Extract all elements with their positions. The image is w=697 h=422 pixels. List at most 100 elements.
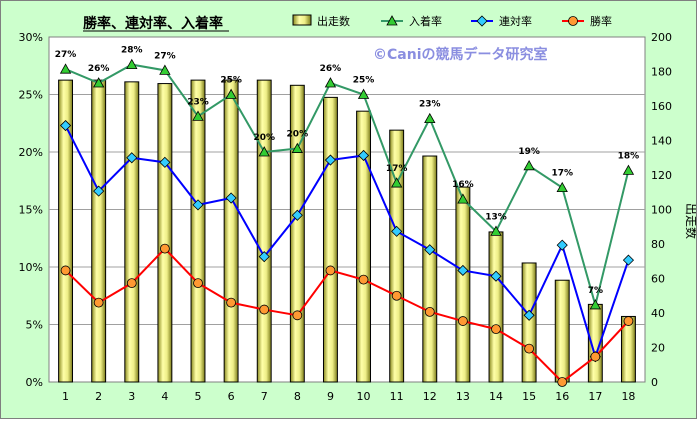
circle-marker xyxy=(193,278,203,289)
diamond-marker xyxy=(159,156,171,168)
triangle-marker xyxy=(589,299,602,310)
triangle-marker xyxy=(92,77,105,88)
bar xyxy=(554,279,570,383)
legend-marker xyxy=(476,15,488,27)
x-tick-label: 11 xyxy=(390,390,404,403)
circle-marker xyxy=(424,306,435,317)
triangle-marker xyxy=(622,164,635,175)
x-tick-label: 15 xyxy=(522,390,536,403)
circle-marker xyxy=(457,316,468,326)
data-label: 13% xyxy=(485,212,507,222)
data-label: 16% xyxy=(452,180,474,190)
triangle-marker xyxy=(390,177,403,188)
right-tick-label: 200 xyxy=(651,31,672,44)
diamond-marker xyxy=(424,244,436,256)
x-tick-label: 8 xyxy=(294,390,301,403)
bar xyxy=(223,79,239,383)
triangle-marker xyxy=(324,77,337,88)
data-label: 23% xyxy=(419,100,441,110)
legend-label: 入着率 xyxy=(409,14,442,28)
bar xyxy=(521,262,537,383)
circle-marker xyxy=(391,290,402,301)
right-tick-label: 60 xyxy=(651,273,665,286)
data-label: 28% xyxy=(121,46,143,56)
data-labels: 27% 26% 28% 27% 23% 25% 20% 20% 26% 25% 17% 23% 16% 1… xyxy=(55,46,639,296)
legend-label: 連対率 xyxy=(499,14,532,28)
diamond-marker xyxy=(225,192,237,204)
triangle-marker xyxy=(357,88,370,99)
data-label: 18% xyxy=(618,151,640,161)
left-tick-label: 30% xyxy=(19,31,43,44)
diamond-marker xyxy=(357,149,370,162)
diamond-marker xyxy=(490,270,502,282)
bar xyxy=(190,79,206,383)
legend-marker xyxy=(386,15,398,26)
bar xyxy=(256,79,272,383)
triangle-marker xyxy=(490,225,502,236)
x-tick-label: 14 xyxy=(489,390,503,403)
triangle-marker xyxy=(291,142,304,153)
diamond-marker xyxy=(556,239,568,251)
left-axis-ticks: 0% 5% 10% 15% 20% 25% 30% xyxy=(19,31,43,389)
bar xyxy=(58,79,74,383)
data-label: 25% xyxy=(353,76,375,86)
circle-marker xyxy=(93,297,104,308)
x-tick-label: 16 xyxy=(555,390,569,403)
triangle-marker xyxy=(523,159,535,171)
watermark: ©Caniの競馬データ研究室 xyxy=(373,46,548,63)
x-tick-label: 12 xyxy=(423,390,437,403)
series-line xyxy=(65,63,630,309)
data-label: 17% xyxy=(386,164,408,174)
diamond-marker xyxy=(258,251,270,263)
legend-label: 出走数 xyxy=(317,14,350,28)
data-label: 23% xyxy=(187,97,209,107)
circle-marker xyxy=(226,297,237,308)
left-tick-label: 0% xyxy=(26,376,43,389)
bar xyxy=(488,231,504,383)
x-tick-label: 5 xyxy=(195,390,202,403)
triangle-marker xyxy=(556,181,568,193)
chart-title: 勝率、連対率、入着率 xyxy=(83,15,223,32)
triangle-marker xyxy=(258,146,270,157)
x-tick-label: 7 xyxy=(261,390,268,403)
circle-marker xyxy=(159,243,170,254)
circle-marker xyxy=(524,343,535,354)
bar xyxy=(157,83,173,383)
x-tick-label: 13 xyxy=(456,390,470,403)
left-tick-label: 15% xyxy=(19,204,43,217)
circle-marker xyxy=(325,265,336,276)
legend-swatch-bar xyxy=(292,14,312,26)
circle-marker xyxy=(292,310,303,321)
data-label: 27% xyxy=(154,51,176,61)
x-tick-label: 3 xyxy=(128,390,135,403)
diamond-marker xyxy=(324,154,337,166)
bar xyxy=(91,79,107,383)
left-tick-label: 5% xyxy=(26,319,43,332)
diamond-marker xyxy=(126,152,138,164)
bar xyxy=(322,96,338,383)
triangle-marker xyxy=(192,110,204,121)
data-label: 7% xyxy=(588,286,603,296)
data-label: 20% xyxy=(253,133,275,143)
triangle-marker xyxy=(159,64,171,75)
circle-marker xyxy=(557,377,568,387)
legend-marker xyxy=(568,16,578,26)
x-tick-label: 4 xyxy=(161,390,168,403)
bar xyxy=(356,110,372,383)
diamond-marker xyxy=(192,199,204,211)
circle-marker xyxy=(358,274,369,285)
circle-marker xyxy=(491,324,501,335)
data-label: 20% xyxy=(287,130,309,140)
bar xyxy=(455,186,471,383)
x-axis-ticks: 1 2 3 4 5 6 7 8 9 10 11 12 13 14 15 16 17 18 xyxy=(62,390,635,403)
triangle-marker xyxy=(225,88,237,99)
right-tick-label: 160 xyxy=(651,100,672,113)
data-label: 27% xyxy=(55,50,77,60)
data-label: 19% xyxy=(518,147,540,157)
bar xyxy=(422,155,438,383)
right-tick-label: 20 xyxy=(651,342,665,355)
x-tick-label: 9 xyxy=(327,390,334,403)
markers xyxy=(59,58,635,387)
